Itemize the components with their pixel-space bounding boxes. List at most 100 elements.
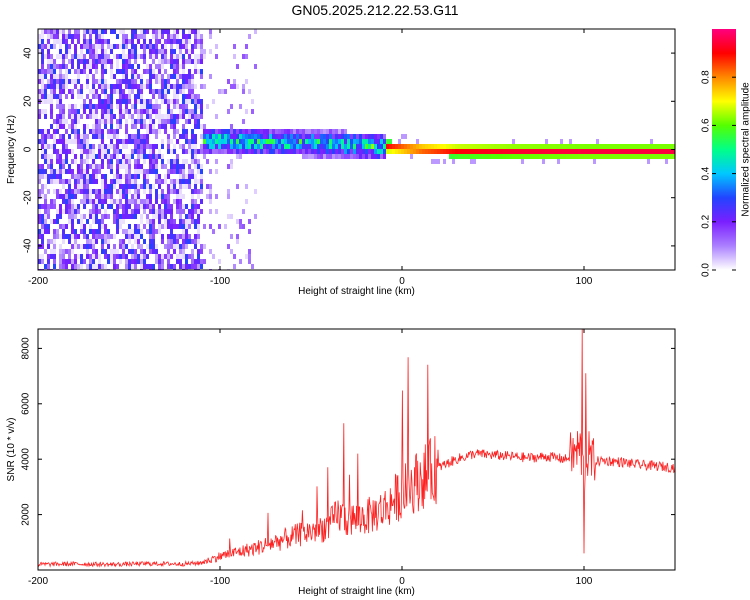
spectrogram-cell bbox=[134, 159, 137, 164]
spectrogram-cell bbox=[104, 149, 107, 154]
spectrogram-cell bbox=[131, 39, 134, 44]
spectrogram-cell bbox=[131, 54, 134, 59]
spectrogram-cell bbox=[80, 199, 83, 204]
spectrogram-cell bbox=[131, 209, 134, 214]
spectrogram-cell bbox=[83, 229, 86, 234]
spectrogram-cell bbox=[137, 84, 140, 89]
spectrogram-cell bbox=[125, 184, 128, 189]
spectrogram-cell bbox=[356, 144, 359, 149]
spectrogram-cell bbox=[593, 154, 596, 159]
spectrogram-cell bbox=[161, 234, 164, 239]
spectrogram-cell bbox=[101, 74, 104, 79]
spectrogram-cell bbox=[164, 244, 167, 249]
spectrogram-cell bbox=[47, 39, 50, 44]
spectrogram-cell bbox=[155, 159, 158, 164]
spectrogram-cell bbox=[80, 154, 83, 159]
spectrogram-cell bbox=[164, 219, 167, 224]
spectrogram-cell bbox=[161, 194, 164, 199]
spectrogram-cell bbox=[98, 229, 101, 234]
spectrogram-cell bbox=[185, 179, 188, 184]
spectrogram-cell bbox=[80, 134, 83, 139]
spectrogram-cell bbox=[110, 199, 113, 204]
spectrogram-cell bbox=[263, 144, 266, 149]
spectrogram-cell bbox=[128, 179, 131, 184]
spectrogram-cell bbox=[626, 149, 629, 154]
spectrogram-cell bbox=[368, 144, 371, 149]
spectrogram-cell bbox=[110, 144, 113, 149]
spectrogram-cell bbox=[527, 149, 530, 154]
spectrogram-cell bbox=[59, 249, 62, 254]
spectrogram-cell bbox=[278, 139, 281, 144]
spectrogram-cell bbox=[116, 129, 119, 134]
spectrogram-cell bbox=[122, 194, 125, 199]
spectrogram-cell bbox=[56, 39, 59, 44]
spectrogram-cell bbox=[185, 59, 188, 64]
spectrogram-cell bbox=[161, 154, 164, 159]
spectrogram-cell bbox=[128, 64, 131, 69]
spectrogram-cell bbox=[212, 139, 215, 144]
spectrogram-cell bbox=[116, 144, 119, 149]
spectrogram-cell bbox=[350, 134, 353, 139]
spectrogram-cell bbox=[77, 254, 80, 259]
spectrogram-cell bbox=[317, 129, 320, 134]
spectrogram-cell bbox=[143, 54, 146, 59]
spectrogram-cell bbox=[128, 94, 131, 99]
spectrogram-cell bbox=[44, 129, 47, 134]
spectrogram-cell bbox=[197, 159, 200, 164]
spectrogram-cell bbox=[68, 194, 71, 199]
spectrogram-cell bbox=[119, 189, 122, 194]
spectrogram-cell bbox=[248, 254, 251, 259]
spectrogram-cell bbox=[101, 179, 104, 184]
spectrogram-cell bbox=[113, 179, 116, 184]
spectrogram-cell bbox=[53, 234, 56, 239]
spectrogram-cell bbox=[521, 144, 524, 149]
spectrogram-cell bbox=[137, 244, 140, 249]
spectrogram-cell bbox=[77, 139, 80, 144]
spectrogram-cell bbox=[38, 179, 41, 184]
spectrogram-cell bbox=[134, 34, 137, 39]
spectrogram-cell bbox=[158, 29, 161, 34]
spectrogram-cell bbox=[176, 74, 179, 79]
spectrogram-cell bbox=[77, 114, 80, 119]
spectrogram-cell bbox=[266, 134, 269, 139]
spectrogram-cell bbox=[164, 194, 167, 199]
spectrogram-cell bbox=[377, 144, 380, 149]
spectrogram-cell bbox=[596, 139, 599, 144]
spectrogram-cell bbox=[251, 144, 254, 149]
spectrogram-cell bbox=[110, 249, 113, 254]
spectrogram-cell bbox=[659, 149, 662, 154]
spectrogram-cell bbox=[74, 134, 77, 139]
spectrogram-cell bbox=[125, 214, 128, 219]
spectrogram-cell bbox=[173, 224, 176, 229]
spectrogram-cell bbox=[191, 239, 194, 244]
spectrogram-cell bbox=[86, 174, 89, 179]
spectrogram-cell bbox=[146, 124, 149, 129]
spectrogram-cell bbox=[53, 254, 56, 259]
spectrogram-cell bbox=[179, 64, 182, 69]
spectrogram-cell bbox=[227, 139, 230, 144]
spectrogram-cell bbox=[170, 139, 173, 144]
spectrogram-cell bbox=[56, 169, 59, 174]
spectrogram-cell bbox=[650, 149, 653, 154]
spectrogram-cell bbox=[53, 59, 56, 64]
spectrogram-cell bbox=[404, 134, 407, 139]
spectrogram-cell bbox=[158, 174, 161, 179]
spectrogram-cell bbox=[431, 149, 434, 154]
spectrogram-cell bbox=[47, 174, 50, 179]
spectrogram-cell bbox=[137, 199, 140, 204]
spectrogram-cell bbox=[182, 129, 185, 134]
spectrogram-cell bbox=[140, 139, 143, 144]
spectrogram-cell bbox=[167, 264, 170, 269]
spectrogram-cell bbox=[200, 179, 203, 184]
spectrogram-cell bbox=[137, 74, 140, 79]
spectrogram-cell bbox=[449, 149, 452, 154]
spectrogram-cell bbox=[227, 79, 230, 84]
spectrogram-cell bbox=[59, 74, 62, 79]
spectrogram-cell bbox=[194, 94, 197, 99]
spectrogram-cell bbox=[95, 234, 98, 239]
spectrogram-cell bbox=[455, 154, 458, 159]
spectrogram-cell bbox=[176, 129, 179, 134]
spectrogram-cell bbox=[185, 244, 188, 249]
spectrogram-cell bbox=[131, 254, 134, 259]
spectrogram-cell bbox=[506, 149, 509, 154]
